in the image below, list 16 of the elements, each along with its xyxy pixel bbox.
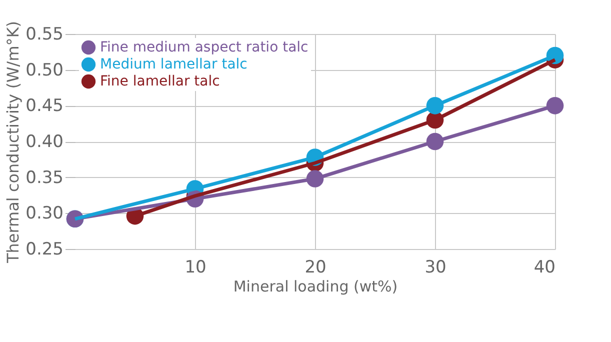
x-axis-title: Mineral loading (wt%) bbox=[233, 278, 398, 296]
y-tick-label: 0.55 bbox=[26, 24, 64, 44]
y-tick-label: 0.35 bbox=[26, 168, 64, 188]
x-tick-label: 20 bbox=[304, 258, 326, 278]
y-tick-label: 0.30 bbox=[26, 204, 64, 224]
y-tick-label: 0.40 bbox=[26, 132, 64, 152]
y-tick-label: 0.50 bbox=[26, 60, 64, 80]
x-tick-label: 40 bbox=[534, 258, 556, 278]
y-tick-label: 0.25 bbox=[26, 240, 64, 260]
legend-label: Fine lamellar talc bbox=[100, 74, 220, 90]
legend-label: Fine medium aspect ratio talc bbox=[100, 40, 308, 56]
legend-label: Medium lamellar talc bbox=[100, 56, 248, 72]
y-tick-label: 0.45 bbox=[26, 96, 64, 116]
y-axis-title: Thermal conductivity (W/m°K) bbox=[4, 20, 23, 264]
x-tick-label: 10 bbox=[184, 258, 206, 278]
x-tick-label: 30 bbox=[424, 258, 446, 278]
